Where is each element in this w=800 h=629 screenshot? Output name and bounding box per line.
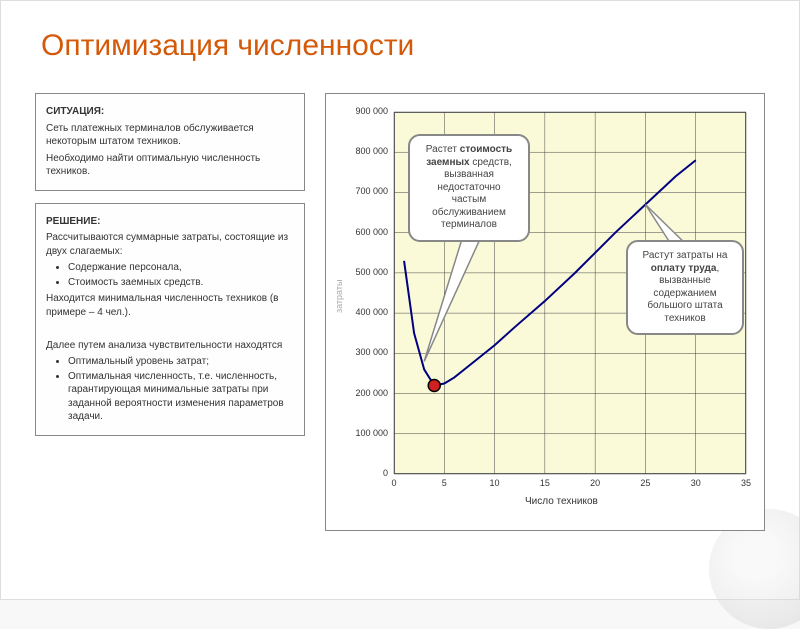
x-tick-label: 10 — [485, 478, 505, 488]
situation-p1: Сеть платежных терминалов обслуживается … — [46, 122, 294, 149]
callout-right-bold: оплату труда — [651, 263, 717, 274]
solution-bullet-1: Содержание персонала, — [68, 261, 294, 275]
page-title: Оптимизация численности — [41, 29, 414, 63]
callout-left-pre: Растет — [426, 144, 460, 155]
solution-panel: РЕШЕНИЕ: Рассчитываются суммарные затрат… — [35, 203, 305, 436]
y-axis-label: затраты — [334, 280, 344, 313]
callout-cost-of-funds: Растет стоимость заемных средств, вызван… — [408, 134, 530, 242]
y-tick-label: 300 000 — [338, 347, 388, 357]
solution-bullet-4: Оптимальная численность, т.е. численност… — [68, 370, 294, 424]
x-tick-label: 30 — [686, 478, 706, 488]
solution-heading: РЕШЕНИЕ: — [46, 216, 100, 227]
y-tick-label: 600 000 — [338, 227, 388, 237]
x-tick-label: 25 — [635, 478, 655, 488]
y-tick-label: 700 000 — [338, 186, 388, 196]
left-column: СИТУАЦИЯ: Сеть платежных терминалов обсл… — [35, 93, 305, 448]
x-tick-label: 35 — [736, 478, 756, 488]
x-tick-label: 15 — [535, 478, 555, 488]
solution-bullet-3: Оптимальный уровень затрат; — [68, 355, 294, 369]
y-tick-label: 200 000 — [338, 388, 388, 398]
situation-heading: СИТУАЦИЯ: — [46, 106, 104, 117]
callout-right-pre: Растут затраты на — [643, 250, 728, 261]
solution-p3: Далее путем анализа чувствительности нах… — [46, 339, 294, 353]
situation-panel: СИТУАЦИЯ: Сеть платежных терминалов обсл… — [35, 93, 305, 191]
solution-p1: Рассчитываются суммарные затраты, состоя… — [46, 231, 294, 258]
x-tick-label: 5 — [434, 478, 454, 488]
chart-container: 0 100 000 200 000 300 000 400 000 500 000 600 … — [325, 93, 765, 531]
x-tick-label: 0 — [384, 478, 404, 488]
y-tick-label: 100 000 — [338, 428, 388, 438]
solution-bullet-2: Стоимость заемных средств. — [68, 276, 294, 290]
y-tick-label: 400 000 — [338, 307, 388, 317]
callout-labor-cost: Растут затраты на оплату труда, вызванны… — [626, 240, 744, 335]
x-tick-label: 20 — [585, 478, 605, 488]
solution-p2: Находится минимальная численность техник… — [46, 292, 294, 319]
y-tick-label: 900 000 — [338, 106, 388, 116]
y-tick-label: 800 000 — [338, 146, 388, 156]
y-tick-label: 500 000 — [338, 267, 388, 277]
situation-p2: Необходимо найти оптимальную численность… — [46, 152, 294, 179]
slide: Оптимизация численности СИТУАЦИЯ: Сеть п… — [0, 0, 800, 600]
x-axis-label: Число техников — [525, 496, 598, 507]
y-tick-label: 0 — [338, 468, 388, 478]
